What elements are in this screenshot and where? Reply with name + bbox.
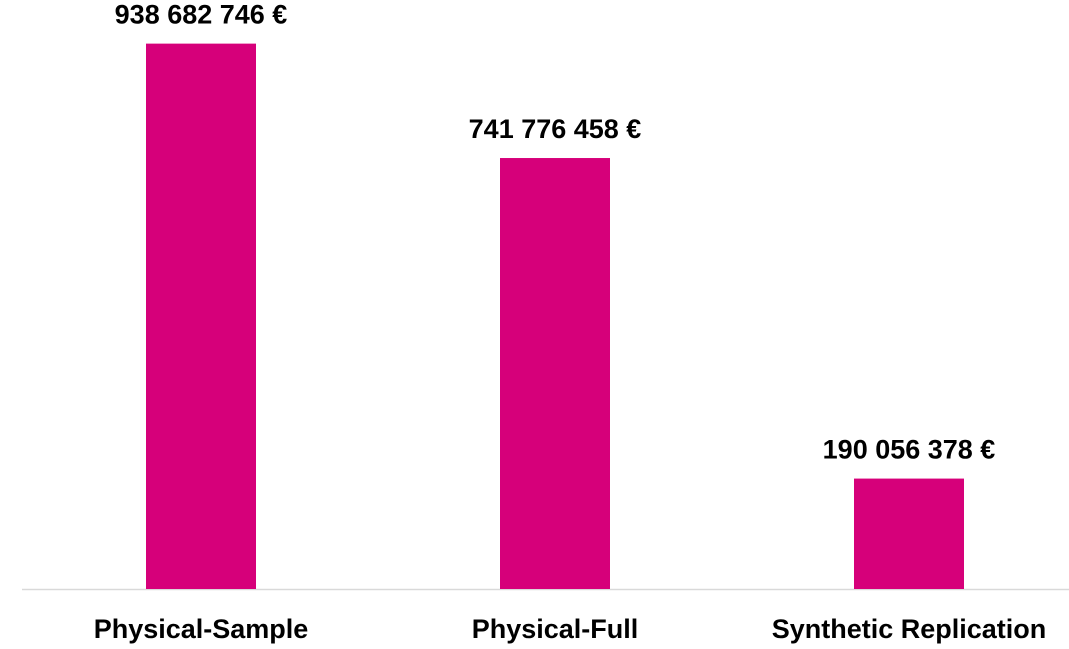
data-label: 938 682 746 € — [115, 0, 288, 30]
data-label: 190 056 378 € — [823, 435, 996, 465]
bar-physical-full — [500, 158, 610, 589]
bar-physical-sample — [146, 43, 256, 590]
category-axis-labels: Physical-Sample Physical-Full Synthetic Re… — [94, 614, 1047, 644]
bar-series — [146, 43, 964, 590]
category-label: Physical-Sample — [94, 614, 309, 644]
data-label: 741 776 458 € — [469, 114, 642, 144]
bar-synthetic-replication — [854, 478, 964, 589]
category-label: Synthetic Replication — [772, 614, 1047, 644]
data-labels: 938 682 746 € 741 776 458 € 190 056 378 € — [115, 0, 996, 465]
category-label: Physical-Full — [472, 614, 639, 644]
